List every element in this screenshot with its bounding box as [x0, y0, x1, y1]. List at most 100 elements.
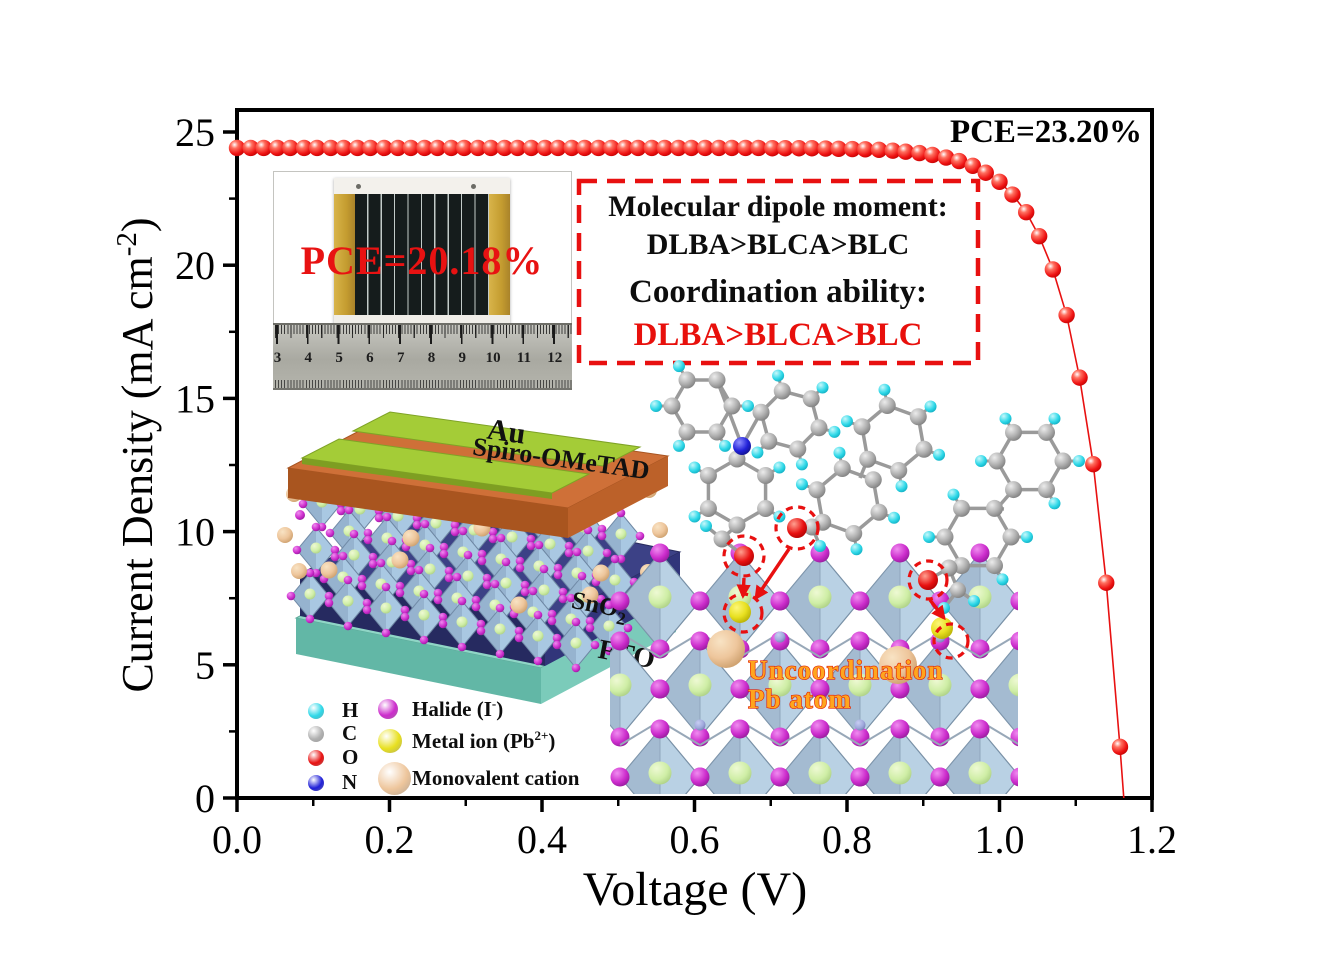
legend-atom-h-sphere [308, 702, 324, 719]
legend-species-1: Metal ion (Pb2+) [378, 728, 555, 754]
halide-atom [450, 520, 460, 530]
legend-atom-n-label: N [342, 770, 358, 794]
halide-atom [651, 816, 670, 835]
perovskite-lattice [610, 543, 1072, 835]
halide-atom [610, 554, 620, 564]
jv-data-point [1111, 738, 1129, 756]
halide-atom [325, 528, 335, 538]
halide-atom [930, 727, 950, 747]
axes: Voltage (V) Current Density (mA cm-2) 0.… [111, 108, 1177, 916]
carbon-atom [713, 530, 731, 548]
halide-atom [571, 663, 581, 673]
halide-atom [305, 614, 315, 624]
halide-atom [412, 520, 422, 530]
octahedron-shade [740, 641, 780, 737]
halide-atom [552, 640, 562, 650]
hydrogen-atom [888, 511, 901, 524]
hydrogen-atom [878, 383, 891, 396]
jv-data-point [656, 139, 673, 157]
dashed-highlight-circle [722, 534, 766, 578]
carbon-atom [950, 582, 966, 598]
halide-atom [363, 535, 373, 545]
carbon-atom [986, 499, 1003, 517]
dashed-highlight-circle [932, 622, 970, 660]
jv-data-point [670, 139, 687, 157]
y-tick-label: 15 [175, 376, 215, 421]
carbon-atom [845, 524, 863, 542]
halide-atom [444, 573, 454, 583]
halide-atom [357, 581, 367, 591]
octahedron-shade [400, 570, 419, 616]
halide-atom [514, 633, 524, 643]
hydrogen-atom [999, 412, 1012, 425]
octahedron-shade [558, 552, 577, 598]
halide-atom [425, 543, 435, 553]
jv-data-point [790, 140, 808, 157]
carbon-atom [864, 471, 882, 489]
halide-atom [450, 527, 460, 537]
carbon-atom [988, 452, 1006, 470]
octahedron-shade [514, 591, 533, 637]
halide-atom [357, 574, 367, 584]
jv-data-point [830, 140, 847, 157]
halide-atom [414, 565, 424, 575]
jv-data-point [924, 146, 941, 164]
carbon-atom [1038, 481, 1055, 499]
center-atom [342, 595, 354, 607]
octahedron-shade [520, 545, 539, 591]
octahedron-shade [443, 601, 462, 647]
hydrogen-atom [751, 446, 764, 459]
carbon-atom [810, 419, 828, 437]
y-tick-label: 10 [175, 510, 215, 555]
halide-atom [324, 598, 334, 608]
halide-atom [566, 593, 576, 603]
halide-atom [602, 548, 612, 558]
carbon-atom [773, 382, 791, 400]
device-photo-inset: PCE=20.18% 3 4 5 6 7 8 9 10 11 12 [273, 171, 572, 390]
hydrogen-atom [850, 543, 863, 556]
gold-contact-right [489, 194, 510, 315]
jv-data-point [897, 143, 914, 160]
center-atom [615, 528, 627, 540]
halide-atom [482, 573, 492, 583]
jv-data-point [629, 139, 647, 157]
halide-atom [1051, 816, 1070, 835]
hydrogen-atom [1021, 531, 1033, 543]
jv-data-point [844, 140, 861, 158]
octahedron-shade [444, 531, 463, 577]
legend-atom-c-sphere [308, 725, 324, 742]
halide-atom [890, 719, 910, 739]
carbon-atom [833, 460, 851, 478]
monovalent-cation [510, 596, 528, 614]
octahedron-shade [330, 510, 349, 556]
center-atom [1049, 762, 1072, 785]
halide-atom [471, 602, 481, 612]
halide-atom [597, 531, 607, 541]
ring-bonds [706, 456, 768, 528]
callout-line-3: Coordination ability: [629, 274, 927, 310]
center-atom [928, 673, 952, 697]
halide-atom [533, 656, 543, 666]
halide-atom [850, 631, 870, 651]
jv-data-point [549, 139, 567, 157]
halide-atom [635, 531, 645, 541]
hydrogen-atom [673, 360, 685, 373]
cation-atom-small [694, 719, 706, 731]
halide-atom [482, 580, 492, 590]
halide-atom [731, 816, 750, 835]
halide-atom [770, 767, 790, 787]
halide-atom [590, 640, 600, 650]
monovalent-cation [402, 529, 420, 547]
ruler-cm-ticks [276, 325, 572, 344]
halide-atom [344, 505, 354, 515]
legend-species-2-sphere [378, 762, 411, 795]
halide-atom [438, 612, 448, 622]
halide-atom [381, 628, 391, 638]
halide-atom [564, 548, 574, 558]
halide-atom [515, 563, 525, 573]
legend-species-0-label: Halide (I-) [412, 696, 504, 721]
jv-data-point [884, 142, 901, 159]
jv-data-point [737, 139, 754, 157]
jv-data-point [349, 139, 366, 157]
carbon-atom [870, 503, 888, 521]
